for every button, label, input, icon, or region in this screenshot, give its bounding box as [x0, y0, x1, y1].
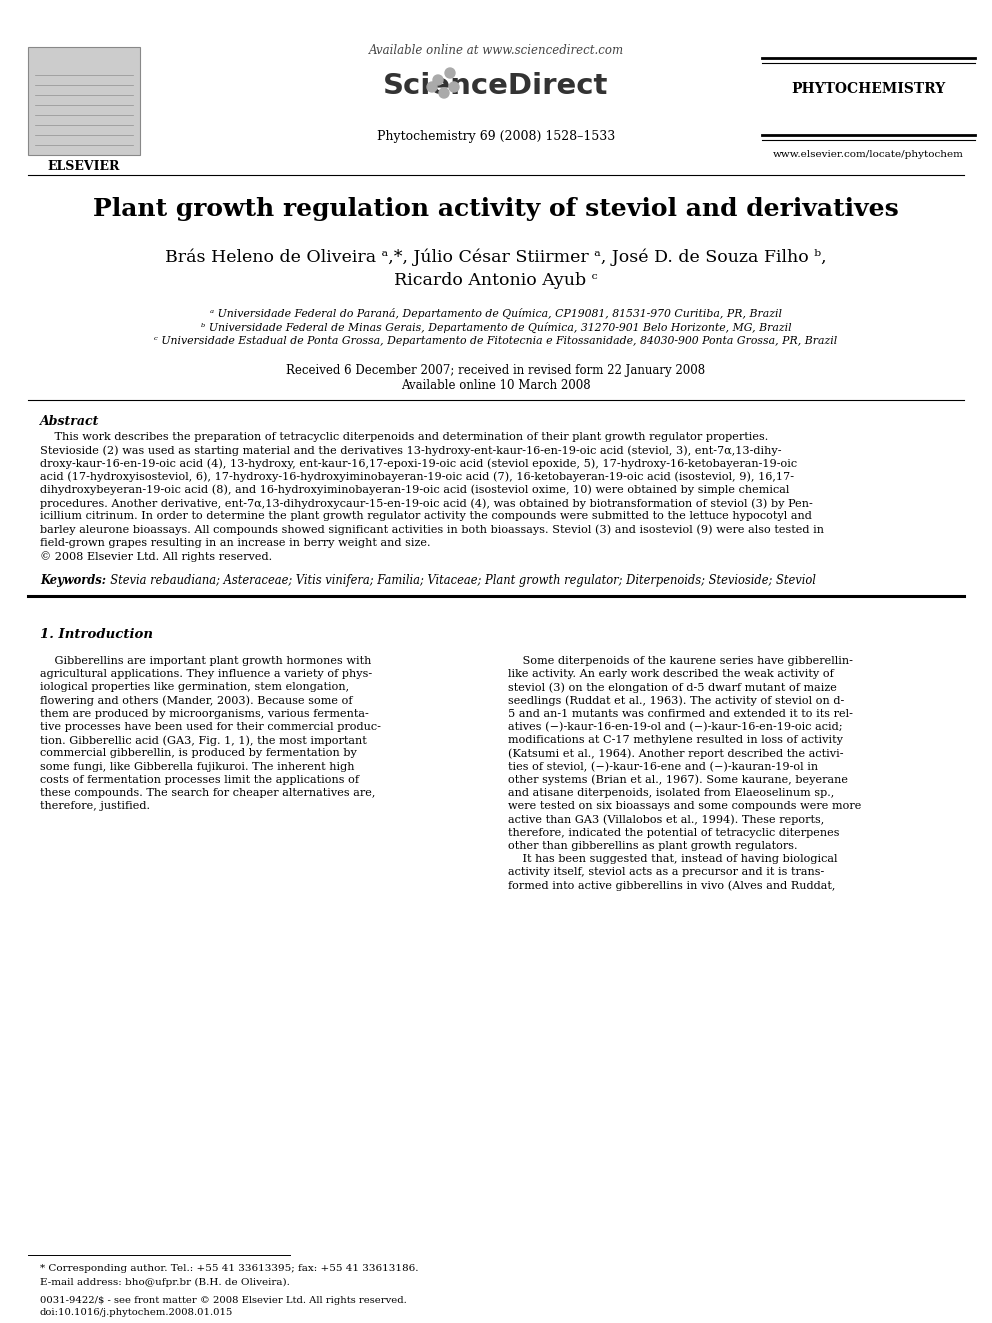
Circle shape	[427, 82, 437, 93]
Text: Plant growth regulation activity of steviol and derivatives: Plant growth regulation activity of stev…	[93, 197, 899, 221]
Text: 0031-9422/$ - see front matter © 2008 Elsevier Ltd. All rights reserved.: 0031-9422/$ - see front matter © 2008 El…	[40, 1297, 407, 1304]
Text: © 2008 Elsevier Ltd. All rights reserved.: © 2008 Elsevier Ltd. All rights reserved…	[40, 550, 272, 561]
Text: these compounds. The search for cheaper alternatives are,: these compounds. The search for cheaper …	[40, 789, 375, 798]
Text: PHYTOCHEMISTRY: PHYTOCHEMISTRY	[791, 82, 945, 97]
Text: Stevia rebaudiana; Asteraceae; Vitis vinifera; Familia; Vitaceae; Plant growth r: Stevia rebaudiana; Asteraceae; Vitis vin…	[103, 574, 815, 587]
Text: Ricardo Antonio Ayub ᶜ: Ricardo Antonio Ayub ᶜ	[394, 273, 598, 288]
Circle shape	[433, 75, 443, 85]
Text: ELSEVIER: ELSEVIER	[48, 160, 120, 173]
Text: E-mail address: bho@ufpr.br (B.H. de Oliveira).: E-mail address: bho@ufpr.br (B.H. de Oli…	[40, 1278, 290, 1287]
Text: acid (17-hydroxyisosteviol, 6), 17-hydroxy-16-hydroxyiminobayeran-19-oic acid (7: acid (17-hydroxyisosteviol, 6), 17-hydro…	[40, 471, 794, 482]
Text: barley aleurone bioassays. All compounds showed significant activities in both b: barley aleurone bioassays. All compounds…	[40, 524, 824, 534]
Text: like activity. An early work described the weak activity of: like activity. An early work described t…	[508, 669, 833, 679]
Text: other than gibberellins as plant growth regulators.: other than gibberellins as plant growth …	[508, 841, 798, 851]
Text: other systems (Brian et al., 1967). Some kaurane, beyerane: other systems (Brian et al., 1967). Some…	[508, 775, 848, 786]
Text: It has been suggested that, instead of having biological: It has been suggested that, instead of h…	[508, 855, 837, 864]
Text: formed into active gibberellins in vivo (Alves and Ruddat,: formed into active gibberellins in vivo …	[508, 880, 835, 890]
Text: and atisane diterpenoids, isolated from Elaeoselinum sp.,: and atisane diterpenoids, isolated from …	[508, 789, 834, 798]
Text: ᵇ Universidade Federal de Minas Gerais, Departamento de Química, 31270-901 Belo : ᵇ Universidade Federal de Minas Gerais, …	[200, 321, 792, 333]
Text: costs of fermentation processes limit the applications of: costs of fermentation processes limit th…	[40, 775, 359, 785]
Circle shape	[439, 89, 449, 98]
Text: atives (−)-kaur-16-en-19-ol and (−)-kaur-16-en-19-oic acid;: atives (−)-kaur-16-en-19-ol and (−)-kaur…	[508, 722, 842, 733]
Text: iological properties like germination, stem elongation,: iological properties like germination, s…	[40, 683, 349, 692]
Text: commercial gibberellin, is produced by fermentation by: commercial gibberellin, is produced by f…	[40, 749, 357, 758]
Text: Brás Heleno de Oliveira ᵃ,*, Júlio César Stiirmer ᵃ, José D. de Souza Filho ᵇ,: Brás Heleno de Oliveira ᵃ,*, Júlio César…	[166, 247, 826, 266]
FancyBboxPatch shape	[28, 48, 140, 155]
Text: ScienceDirect: ScienceDirect	[383, 71, 609, 101]
Text: activity itself, steviol acts as a precursor and it is trans-: activity itself, steviol acts as a precu…	[508, 867, 824, 877]
Circle shape	[445, 67, 455, 78]
Text: Available online at www.sciencedirect.com: Available online at www.sciencedirect.co…	[368, 44, 624, 57]
Text: dihydroxybeyeran-19-oic acid (8), and 16-hydroxyiminobayeran-19-oic acid (isoste: dihydroxybeyeran-19-oic acid (8), and 16…	[40, 484, 790, 495]
Text: Available online 10 March 2008: Available online 10 March 2008	[401, 378, 591, 392]
Text: field-grown grapes resulting in an increase in berry weight and size.: field-grown grapes resulting in an incre…	[40, 537, 431, 548]
Text: tion. Gibberellic acid (GA3, Fig. 1, 1), the most important: tion. Gibberellic acid (GA3, Fig. 1, 1),…	[40, 736, 367, 746]
Text: Stevioside (2) was used as starting material and the derivatives 13-hydroxy-ent-: Stevioside (2) was used as starting mate…	[40, 446, 782, 455]
Text: therefore, indicated the potential of tetracyclic diterpenes: therefore, indicated the potential of te…	[508, 828, 839, 837]
Text: doi:10.1016/j.phytochem.2008.01.015: doi:10.1016/j.phytochem.2008.01.015	[40, 1308, 233, 1316]
Text: This work describes the preparation of tetracyclic diterpenoids and determinatio: This work describes the preparation of t…	[40, 433, 768, 442]
Text: 5 and an-1 mutants was confirmed and extended it to its rel-: 5 and an-1 mutants was confirmed and ext…	[508, 709, 853, 718]
Text: agricultural applications. They influence a variety of phys-: agricultural applications. They influenc…	[40, 669, 372, 679]
Text: were tested on six bioassays and some compounds were more: were tested on six bioassays and some co…	[508, 802, 861, 811]
Text: droxy-kaur-16-en-19-oic acid (4), 13-hydroxy, ent-kaur-16,17-epoxi-19-oic acid (: droxy-kaur-16-en-19-oic acid (4), 13-hyd…	[40, 458, 798, 468]
Text: Gibberellins are important plant growth hormones with: Gibberellins are important plant growth …	[40, 656, 371, 665]
Text: steviol (3) on the elongation of d-5 dwarf mutant of maize: steviol (3) on the elongation of d-5 dwa…	[508, 683, 837, 693]
Text: some fungi, like Gibberella fujikuroi. The inherent high: some fungi, like Gibberella fujikuroi. T…	[40, 762, 354, 771]
Circle shape	[449, 82, 459, 93]
Text: Abstract: Abstract	[40, 415, 99, 429]
Text: www.elsevier.com/locate/phytochem: www.elsevier.com/locate/phytochem	[773, 149, 963, 159]
Text: procedures. Another derivative, ent-7α,13-dihydroxycaur-15-en-19-oic acid (4), w: procedures. Another derivative, ent-7α,1…	[40, 497, 812, 508]
Text: Keywords:: Keywords:	[40, 574, 106, 587]
Text: Phytochemistry 69 (2008) 1528–1533: Phytochemistry 69 (2008) 1528–1533	[377, 130, 615, 143]
Text: Received 6 December 2007; received in revised form 22 January 2008: Received 6 December 2007; received in re…	[287, 364, 705, 377]
Text: ᵃ Universidade Federal do Paraná, Departamento de Química, CP19081, 81531-970 Cu: ᵃ Universidade Federal do Paraná, Depart…	[210, 308, 782, 319]
Text: flowering and others (Mander, 2003). Because some of: flowering and others (Mander, 2003). Bec…	[40, 696, 352, 706]
Text: 1. Introduction: 1. Introduction	[40, 628, 153, 642]
Text: icillium citrinum. In order to determine the plant growth regulator activity the: icillium citrinum. In order to determine…	[40, 511, 811, 521]
Text: tive processes have been used for their commercial produc-: tive processes have been used for their …	[40, 722, 381, 732]
Text: modifications at C-17 methylene resulted in loss of activity: modifications at C-17 methylene resulted…	[508, 736, 843, 745]
Text: active than GA3 (Villalobos et al., 1994). These reports,: active than GA3 (Villalobos et al., 1994…	[508, 815, 824, 826]
Text: ties of steviol, (−)-kaur-16-ene and (−)-kauran-19-ol in: ties of steviol, (−)-kaur-16-ene and (−)…	[508, 762, 818, 771]
Text: * Corresponding author. Tel.: +55 41 33613395; fax: +55 41 33613186.: * Corresponding author. Tel.: +55 41 336…	[40, 1263, 419, 1273]
Text: therefore, justified.: therefore, justified.	[40, 802, 150, 811]
Text: (Katsumi et al., 1964). Another report described the activi-: (Katsumi et al., 1964). Another report d…	[508, 749, 843, 759]
Text: them are produced by microorganisms, various fermenta-: them are produced by microorganisms, var…	[40, 709, 369, 718]
Text: ᶜ Universidade Estadual de Ponta Grossa, Departamento de Fitotecnia e Fitossanid: ᶜ Universidade Estadual de Ponta Grossa,…	[155, 336, 837, 347]
Text: Some diterpenoids of the kaurene series have gibberellin-: Some diterpenoids of the kaurene series …	[508, 656, 853, 665]
Text: seedlings (Ruddat et al., 1963). The activity of steviol on d-: seedlings (Ruddat et al., 1963). The act…	[508, 696, 844, 706]
